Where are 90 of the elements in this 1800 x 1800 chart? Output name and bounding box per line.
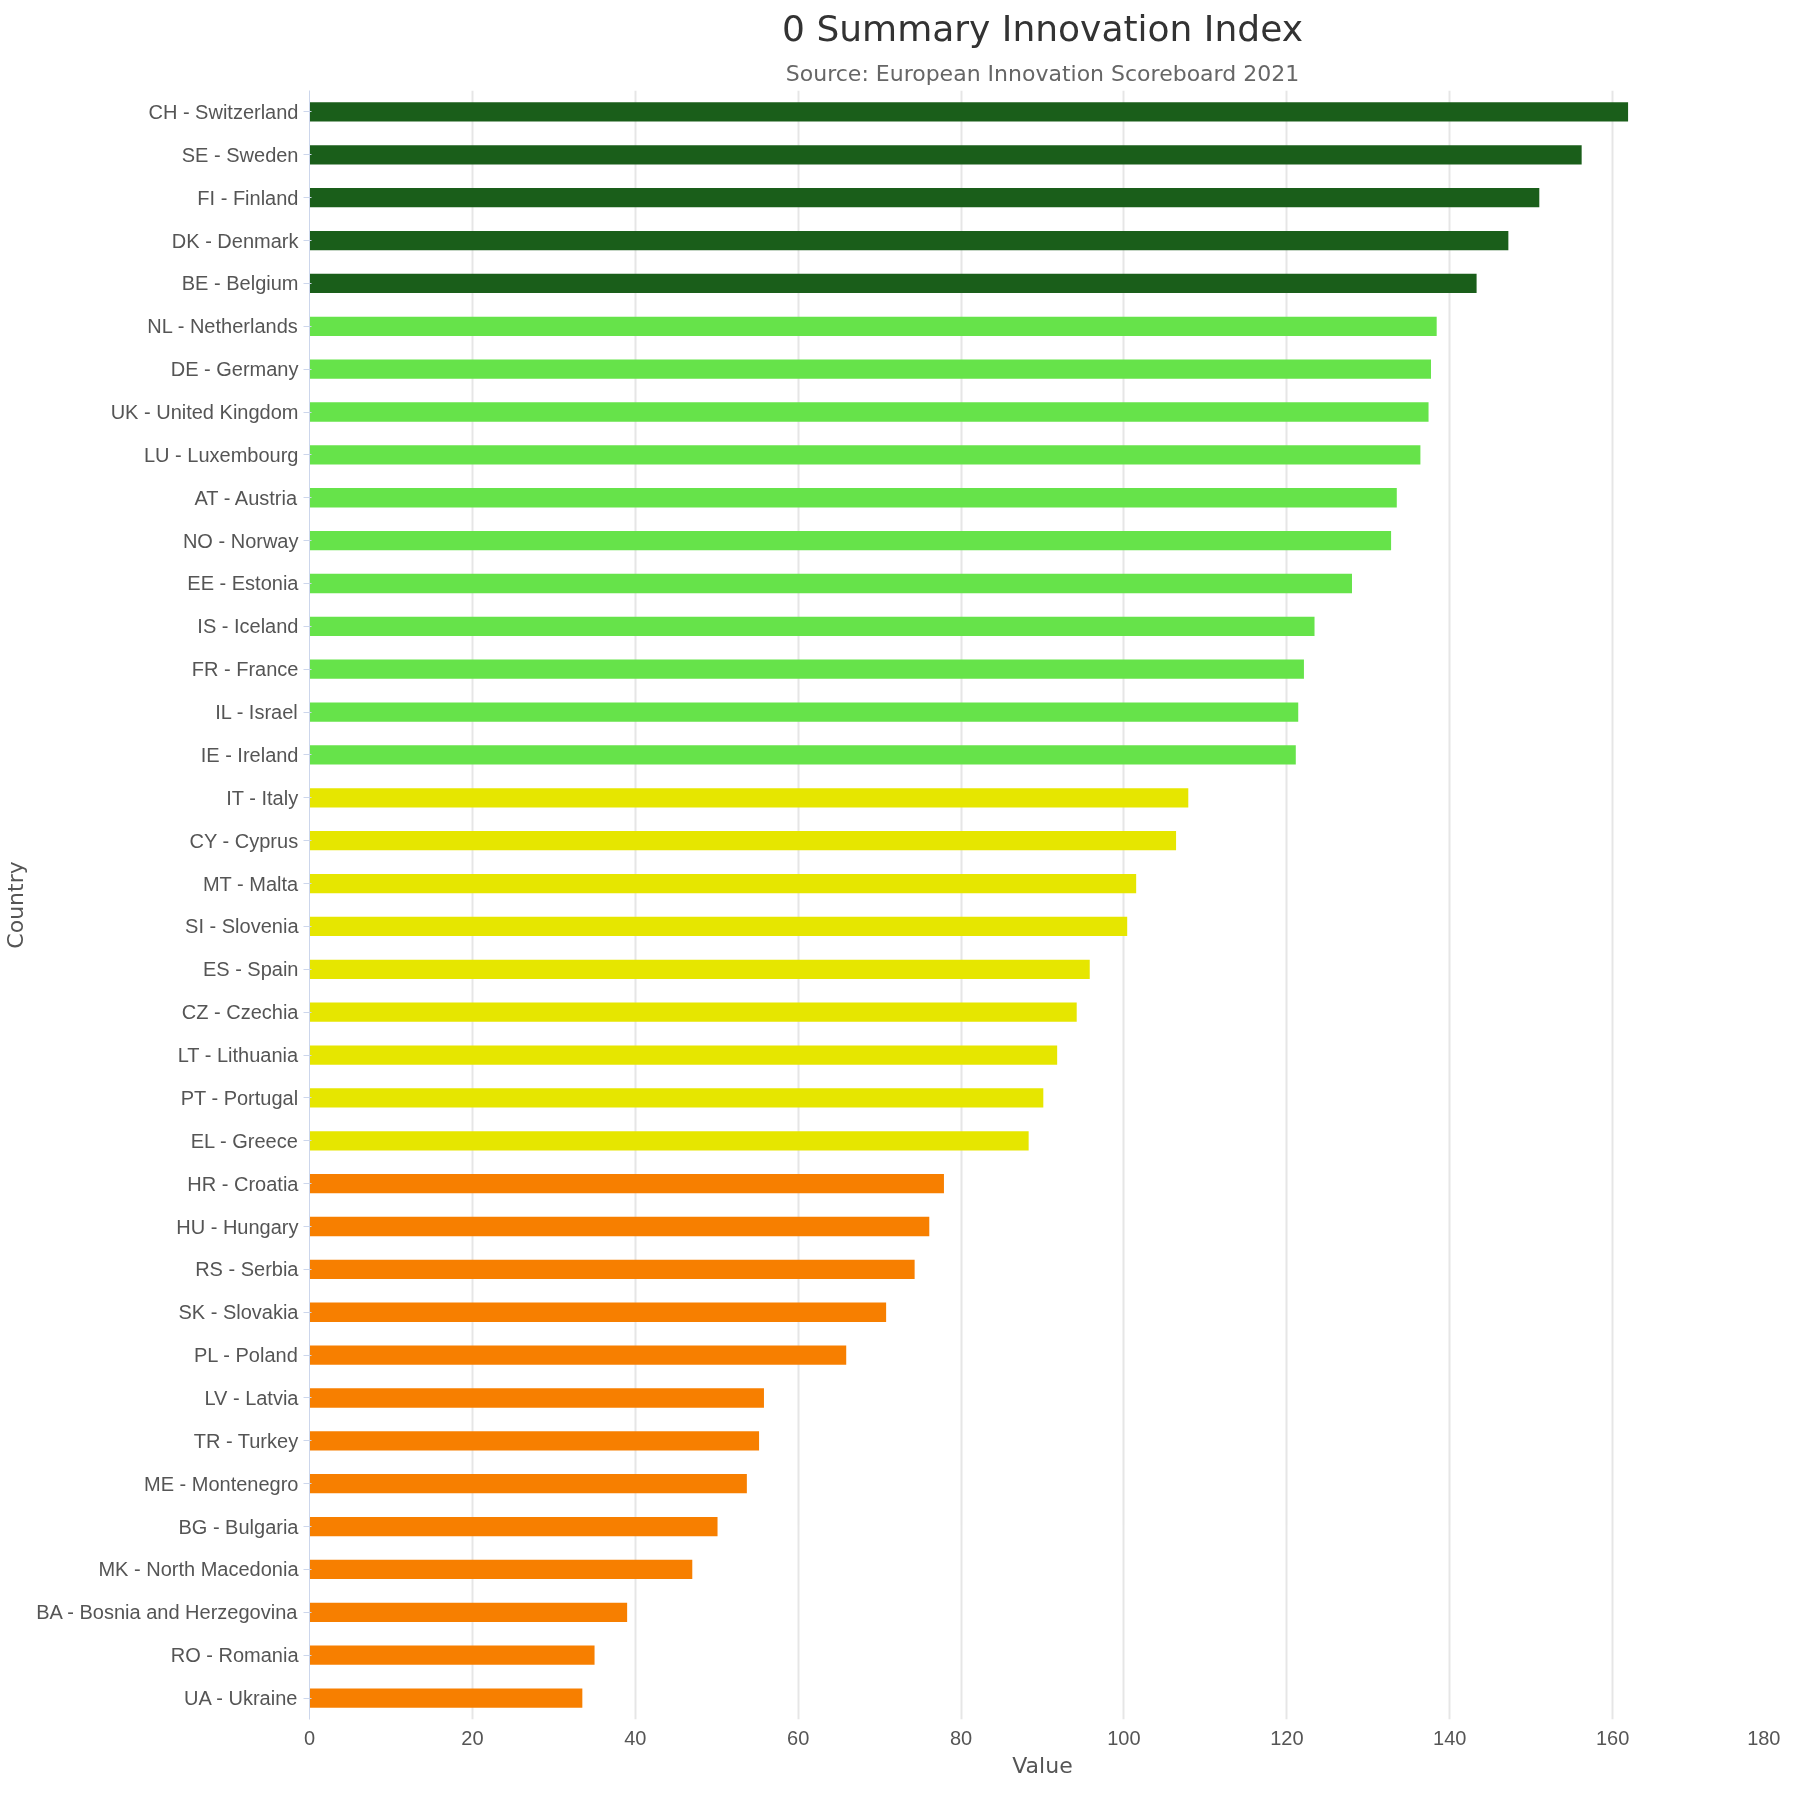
y-axis-title: Country: [3, 861, 29, 949]
bar: [309, 1174, 944, 1194]
y-tick-label: ES - Spain: [202, 958, 299, 981]
y-tick-label: BE - Belgium: [181, 272, 299, 295]
bar: [309, 1474, 747, 1494]
y-tick-label: IT - Italy: [226, 786, 299, 809]
y-tick-label: HR - Croatia: [187, 1172, 300, 1195]
bar: [309, 1131, 1029, 1151]
bar: [309, 145, 1582, 165]
y-tick-label: IL - Israel: [215, 701, 298, 724]
y-tick-label: IE - Ireland: [200, 743, 299, 766]
bar: [309, 616, 1315, 636]
y-tick-label: AT - Austria: [194, 486, 298, 509]
y-tick-label: RO - Romania: [170, 1644, 300, 1667]
bar: [309, 1345, 847, 1365]
chart-title: 0 Summary Innovation Index: [782, 7, 1303, 49]
x-tick-label: 160: [1595, 1726, 1630, 1749]
y-tick-label: HU - Hungary: [176, 1215, 299, 1238]
y-tick-label: DK - Denmark: [171, 229, 300, 252]
y-tick-label: DE - Germany: [170, 358, 299, 381]
y-tick-label: SI - Slovenia: [185, 915, 300, 938]
y-tick-label: RS - Serbia: [195, 1258, 300, 1281]
bar: [309, 788, 1189, 808]
x-tick-label: 140: [1433, 1726, 1467, 1749]
y-tick-label: NO - Norway: [182, 529, 299, 552]
y-tick-label: ME - Montenegro: [143, 1472, 299, 1495]
bar: [309, 273, 1477, 294]
bar: [309, 745, 1296, 765]
y-tick-label: MK - North Macedonia: [98, 1558, 300, 1581]
bar: [309, 1045, 1058, 1065]
bar: [309, 1688, 583, 1708]
bar: [309, 1216, 930, 1237]
x-tick-label: 20: [461, 1726, 484, 1749]
bar: [309, 102, 1629, 122]
x-tick-label: 120: [1270, 1726, 1304, 1749]
bar: [309, 659, 1304, 679]
bar: [309, 1302, 887, 1322]
bar: [309, 530, 1392, 551]
bar: [309, 1259, 915, 1280]
y-tick-label: BA - Bosnia and Herzegovina: [36, 1601, 299, 1624]
y-tick-label: UA - Ukraine: [184, 1687, 298, 1710]
bar: [309, 1602, 628, 1622]
bar: [309, 359, 1431, 379]
bar: [309, 831, 1177, 851]
bar: [309, 1002, 1077, 1022]
x-tick-label: 0: [303, 1726, 316, 1749]
bar: [309, 316, 1437, 336]
y-tick-label: LU - Luxembourg: [143, 443, 299, 466]
y-tick-label: PT - Portugal: [180, 1086, 299, 1109]
bar: [309, 445, 1421, 465]
x-tick-label: 180: [1747, 1726, 1781, 1749]
x-tick-label: 60: [787, 1726, 810, 1749]
y-tick-label: IS - Iceland: [197, 615, 299, 638]
x-tick-label: 80: [949, 1726, 973, 1749]
bar: [309, 702, 1299, 722]
y-tick-label: LV - Latvia: [204, 1386, 300, 1409]
bar: [309, 1516, 718, 1537]
bar: [309, 1431, 760, 1451]
x-tick-label: 40: [624, 1726, 647, 1749]
y-tick-label: BG - Bulgaria: [178, 1515, 300, 1538]
bar: [309, 188, 1540, 208]
x-axis-title: Value: [1012, 1752, 1073, 1778]
y-tick-label: LT - Lithuania: [177, 1044, 300, 1067]
y-tick-label: MT - Malta: [202, 872, 300, 895]
y-tick-label: SE - Sweden: [181, 143, 299, 166]
y-tick-label: SK - Slovakia: [178, 1301, 300, 1324]
bar: [309, 573, 1352, 594]
y-tick-label: TR - Turkey: [193, 1429, 299, 1452]
x-tick-label: 100: [1107, 1726, 1141, 1749]
y-tick-label: CH - Switzerland: [148, 100, 299, 123]
chart-subtitle: Source: European Innovation Scoreboard 2021: [785, 60, 1300, 86]
bar: [309, 1559, 693, 1580]
bar: [309, 916, 1128, 937]
y-tick-label: FR - France: [191, 658, 299, 681]
y-tick-label: FI - Finland: [197, 186, 299, 209]
y-tick-label: CY - Cyprus: [189, 829, 299, 852]
y-tick-label: PL - Poland: [193, 1344, 298, 1367]
bar: [309, 488, 1397, 508]
y-tick-label: NL - Netherlands: [147, 315, 298, 338]
bar: [309, 959, 1090, 979]
bar: [309, 230, 1509, 251]
bar: [309, 873, 1137, 894]
y-tick-label: CZ - Czechia: [181, 1001, 300, 1024]
y-tick-label: EE - Estonia: [187, 572, 300, 595]
bar: [309, 402, 1429, 422]
bar: [309, 1645, 595, 1665]
bar: [309, 1088, 1044, 1108]
y-tick-label: UK - United Kingdom: [110, 401, 299, 424]
bar: [309, 1388, 764, 1408]
y-tick-label: EL - Greece: [190, 1129, 298, 1152]
